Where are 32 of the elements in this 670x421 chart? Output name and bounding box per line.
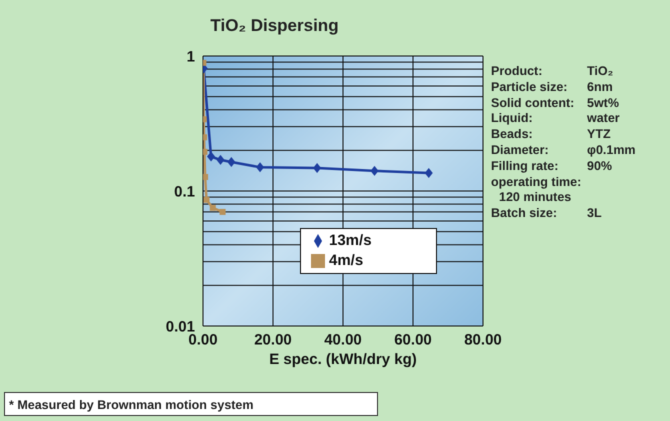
point <box>216 154 224 165</box>
text: Filling rate: 90% <box>491 158 612 173</box>
point <box>220 208 226 215</box>
legend-label: 4m/s <box>329 252 364 269</box>
text: Diameter: φ0.1mm <box>491 142 636 157</box>
x-tick-label: 20.00 <box>254 332 292 349</box>
text: 120 minutes <box>498 190 572 206</box>
x-axis-title: E spec. (kWh/dry kg) <box>269 351 417 368</box>
text: Particle size: 6nm <box>491 80 613 94</box>
point <box>313 163 322 174</box>
text: operating time: <box>491 174 582 190</box>
text: Solid content: 5wt% <box>491 96 619 112</box>
point <box>256 162 264 172</box>
point <box>210 204 216 211</box>
point <box>203 174 208 180</box>
point <box>207 152 216 162</box>
text: Beads: YTZ <box>491 127 611 142</box>
x-tick-label: 60.00 <box>394 332 432 349</box>
chart-title: TiO₂ Dispersing <box>210 16 339 35</box>
point <box>204 196 210 203</box>
text: Product: TiO₂ <box>491 64 614 78</box>
y-tick-label: 0.1 <box>174 183 195 200</box>
x-tick-label: 80.00 <box>464 332 502 349</box>
point <box>227 156 236 167</box>
text: * Measured by Brownman motion system <box>4 392 378 416</box>
point <box>424 168 433 178</box>
text: Batch size: 3L <box>491 206 602 220</box>
legend-label: 13m/s <box>329 232 372 249</box>
x-tick-label: 40.00 <box>324 332 362 349</box>
text: Liquid: water <box>491 111 620 126</box>
y-tick-label: 1 <box>186 48 195 66</box>
point <box>370 166 378 176</box>
